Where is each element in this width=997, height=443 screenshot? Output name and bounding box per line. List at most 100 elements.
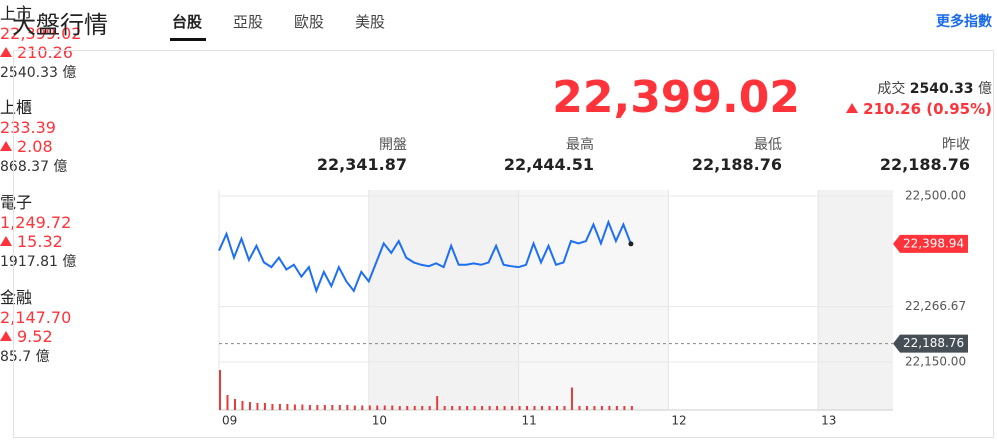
volume-bar — [316, 405, 319, 410]
volume-bar — [338, 405, 341, 410]
volume-bar — [563, 406, 566, 410]
index-volume: 2540.33 億 — [0, 65, 77, 81]
price-tag — [893, 334, 968, 353]
volume-bar — [383, 405, 386, 410]
index-value: 1,249.72 — [0, 213, 72, 232]
volume-bar — [368, 405, 371, 410]
volume-bar — [226, 395, 229, 410]
tab[interactable]: 美股 — [355, 13, 386, 31]
volume-bar — [406, 406, 409, 410]
volume-bar — [398, 406, 401, 410]
index-row[interactable]: 電子 1,249.72 15.32 1917.81 億 — [0, 189, 997, 284]
index-change: 210.26 — [0, 43, 997, 62]
index-row[interactable]: 上市 22,399.02 210.26 2540.33 億 — [0, 0, 997, 94]
volume-bar — [271, 404, 274, 410]
volume-bar — [293, 404, 296, 410]
title: 大盤行情 — [12, 11, 108, 39]
volume-bar — [593, 406, 596, 410]
up-arrow — [0, 141, 12, 151]
tab[interactable]: 歐股 — [294, 13, 325, 31]
y-tick-label: 22,500.00 — [905, 189, 966, 203]
stat-label: 開盤 — [379, 137, 407, 153]
price-line — [218, 219, 632, 294]
volume-bar — [615, 406, 618, 410]
volume-bar — [263, 403, 266, 410]
volume-bar — [413, 406, 416, 410]
band — [369, 190, 519, 410]
volume-bar — [308, 405, 311, 410]
volume-bar — [219, 370, 221, 410]
volume-bar — [248, 402, 251, 410]
band — [818, 190, 893, 410]
panel — [13, 50, 994, 438]
stat-label: 昨收 — [942, 137, 970, 153]
index-name: 上市 — [0, 4, 33, 23]
volume-bar — [323, 405, 326, 410]
volume-bar — [301, 404, 304, 410]
up-arrow — [0, 236, 12, 246]
volume-bar — [511, 406, 514, 410]
band — [519, 190, 669, 410]
index-value: 22,399.02 — [0, 24, 82, 43]
index-change-value: 9.52 — [17, 327, 53, 346]
volume-bar — [421, 406, 424, 410]
index-change: 15.32 — [0, 232, 997, 251]
index-name: 電子 — [0, 193, 33, 212]
volume-bar — [630, 406, 633, 410]
volume-bar — [256, 403, 259, 410]
volume-bar — [428, 406, 431, 410]
volume-bar — [376, 405, 379, 410]
volume-bar — [570, 387, 573, 410]
volume-bar — [451, 406, 454, 410]
volume-bar — [541, 406, 544, 410]
volume-unit: 億 — [978, 81, 992, 97]
last-point — [628, 241, 634, 247]
index-value: 2,147.70 — [0, 308, 72, 327]
up-arrow — [0, 47, 12, 57]
volume-bar — [286, 404, 289, 410]
x-tick-label: 11 — [522, 414, 537, 428]
volume-bar — [556, 406, 558, 410]
volume-bar — [585, 406, 588, 410]
index-volume: 868.37 億 — [0, 159, 68, 175]
volume-bar — [473, 406, 476, 410]
volume-bar — [331, 405, 334, 410]
tab[interactable]: 台股 — [172, 13, 203, 31]
volume-bar — [353, 405, 356, 410]
x-tick-label: 09 — [222, 414, 237, 428]
volume: 成交 2540.33 億 — [877, 78, 992, 98]
index-change-value: 2.08 — [17, 137, 53, 156]
volume-label: 成交 — [877, 81, 906, 97]
stat-label: 最高 — [566, 137, 594, 153]
index-row[interactable]: 上櫃 233.39 2.08 868.37 億 — [0, 94, 997, 189]
volume-value: 2540.33 — [909, 81, 974, 97]
volume-bar — [488, 406, 491, 410]
index-name: 上櫃 — [0, 98, 33, 117]
volume-bar — [496, 406, 499, 410]
x-tick-label: 13 — [821, 414, 836, 428]
volume-bar — [466, 406, 469, 410]
volume-bar — [518, 406, 521, 410]
change-value: 210.26 (0.95%) — [863, 100, 992, 118]
stat-value: 22,188.76 — [691, 155, 782, 174]
tab[interactable]: 亞股 — [233, 13, 264, 31]
volume-bar — [526, 406, 529, 410]
volume-bar — [233, 399, 236, 410]
volume-bar — [241, 401, 244, 410]
price: 22,399.02 — [552, 72, 800, 123]
volume-bar — [600, 406, 603, 410]
index-name: 金融 — [0, 288, 33, 307]
volume-bar — [458, 406, 461, 410]
stat-value: 22,444.51 — [503, 155, 594, 174]
stat-value: 22,341.87 — [316, 155, 407, 174]
volume-bar — [623, 406, 626, 410]
stat-value: 22,188.76 — [879, 155, 970, 174]
index-row[interactable]: 金融 2,147.70 9.52 85.7 億 — [0, 284, 997, 380]
up-arrow — [0, 331, 12, 341]
more-link[interactable]: 更多指數 — [936, 14, 992, 30]
index-change-value: 210.26 — [17, 43, 73, 62]
index-volume: 1917.81 億 — [0, 254, 77, 270]
price-tag-label: 22,188.76 — [903, 336, 964, 350]
